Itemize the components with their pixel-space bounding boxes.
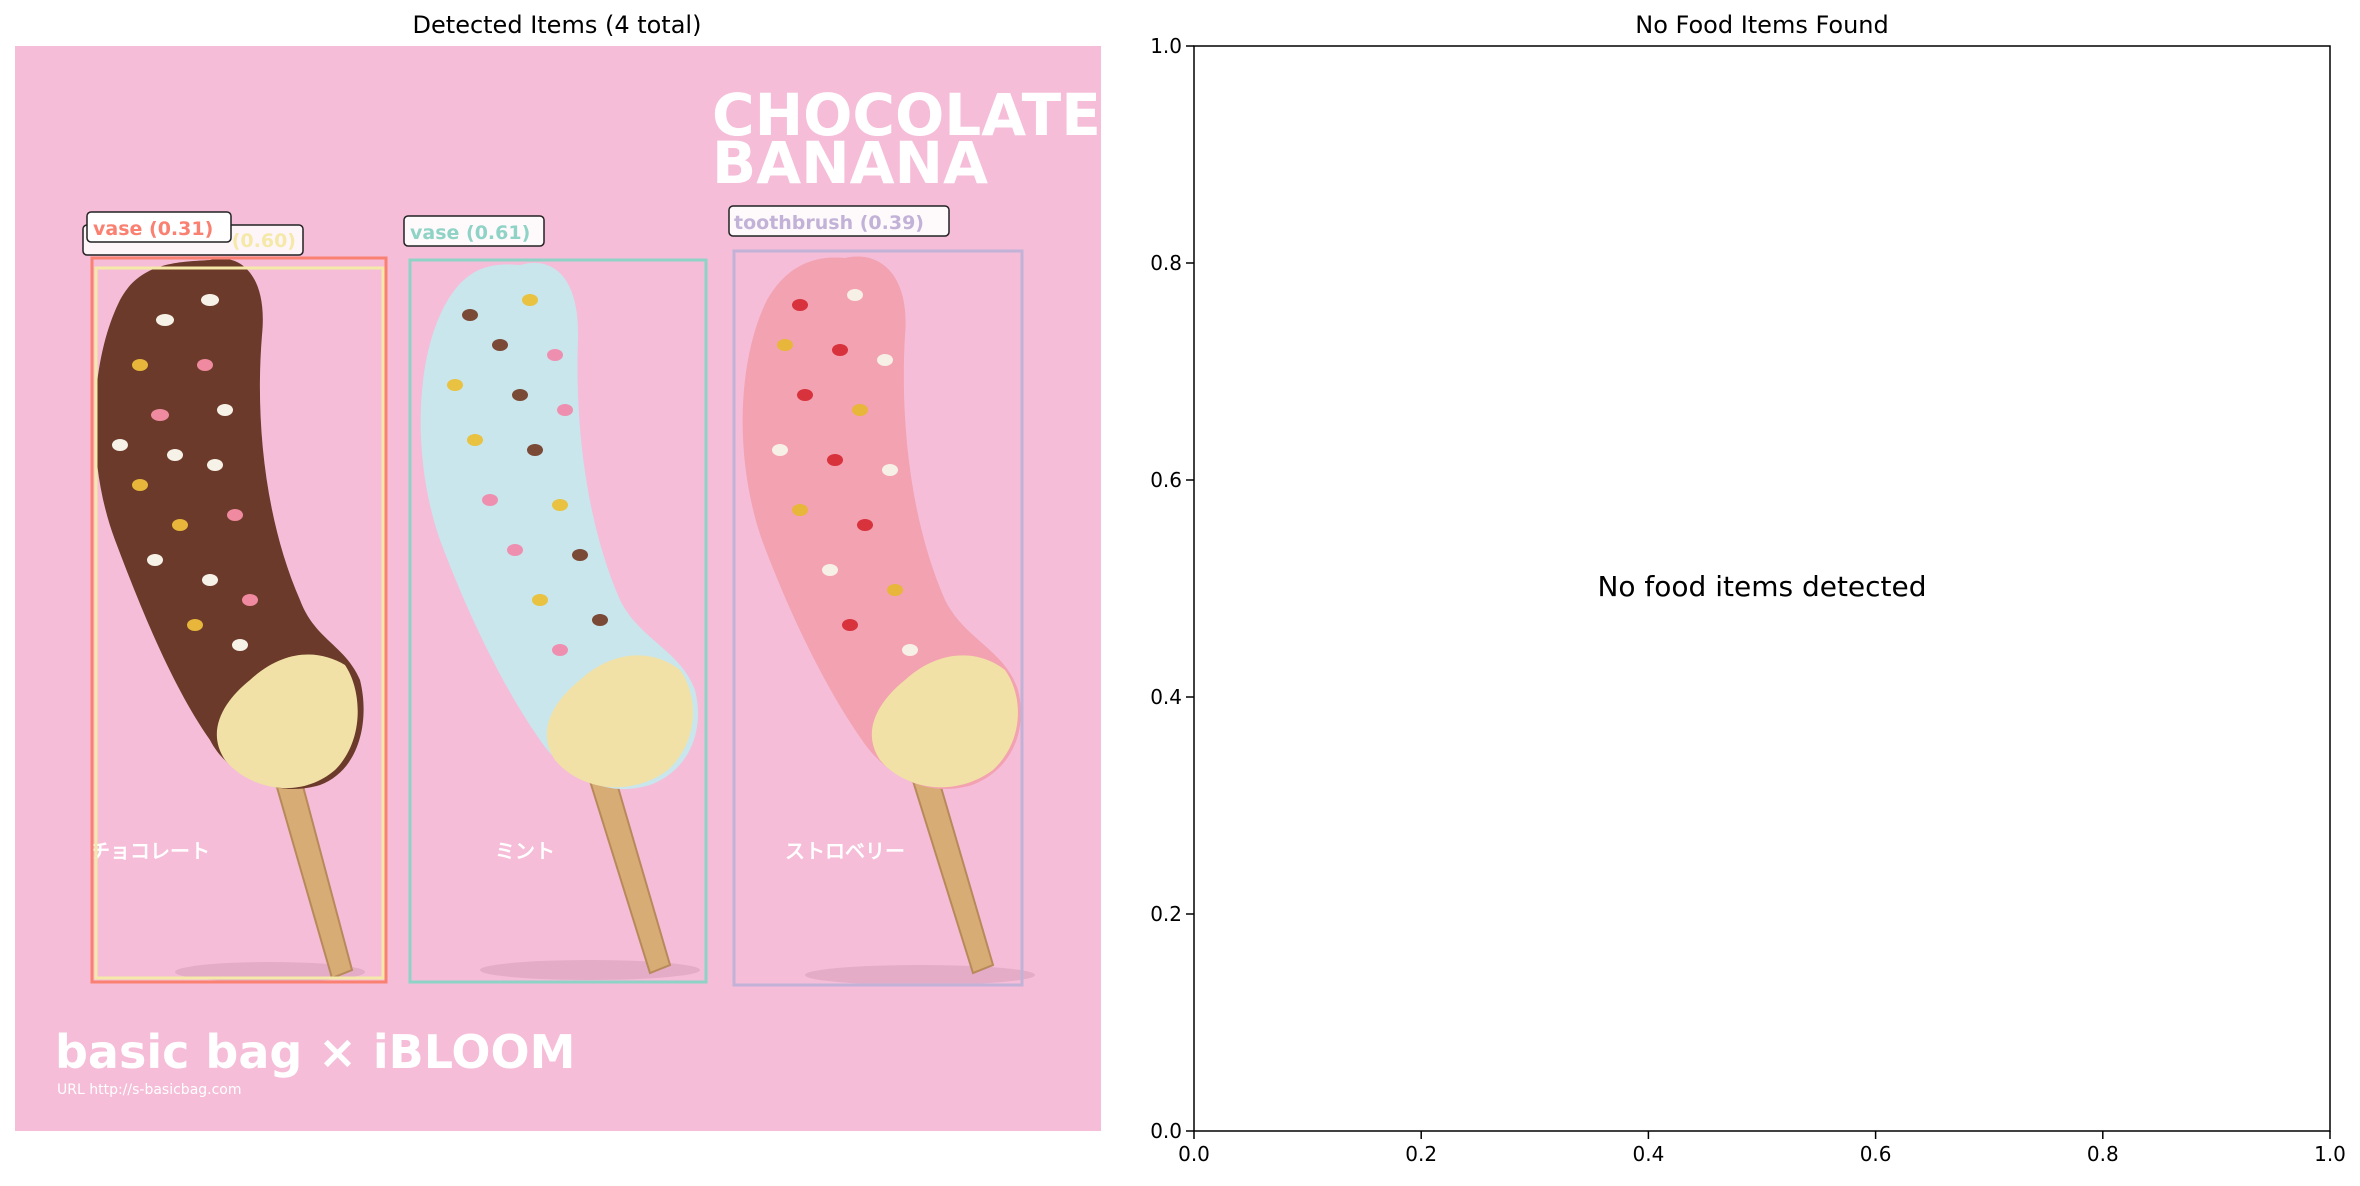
detection-label-text: (0.60): [232, 230, 296, 252]
detection-label-text: vase (0.31): [93, 218, 213, 240]
flavor-label-chocolate: チョコレート: [90, 839, 210, 863]
right-panel-title: No Food Items Found: [1635, 11, 1889, 39]
x-tick-label: 0.4: [1632, 1142, 1664, 1166]
popsicle-sprinkles: [112, 294, 258, 651]
y-tick-label: 0.6: [1150, 468, 1182, 492]
image-heading-line1: CHOCOLATE: [712, 81, 1101, 149]
detection-box-vase-3: [408, 258, 708, 984]
empty-message: No food items detected: [1597, 570, 1926, 603]
detection-label-3: vase (0.61): [403, 215, 545, 247]
x-tick-label: 0.8: [2087, 1142, 2119, 1166]
y-tick-label: 1.0: [1150, 34, 1182, 58]
popsicle-cone: [546, 655, 693, 788]
detection-label-box: [86, 211, 232, 243]
y-tick-label: 0.2: [1150, 902, 1182, 926]
popsicle-mint: [420, 262, 700, 980]
flavor-label-mint: ミント: [495, 839, 555, 863]
flavor-label-strawberry: ストロベリー: [785, 839, 905, 863]
y-tick-label: 0.8: [1150, 251, 1182, 275]
brand-url: URL http://s-basicbag.com: [57, 1082, 242, 1098]
x-tick-label: 0.2: [1405, 1142, 1437, 1166]
plot-axes-frame: [1193, 45, 2331, 1132]
popsicle-strawberry: [742, 256, 1035, 985]
popsicle-coating: [742, 256, 1021, 789]
left-panel-title: Detected Items (4 total): [413, 11, 702, 39]
detection-label-text: vase (0.61): [410, 222, 530, 244]
detection-box-toothbrush: [732, 249, 1024, 987]
x-tick-label: 0.0: [1178, 1142, 1210, 1166]
detection-label-text: toothbrush (0.39): [734, 212, 924, 234]
popsicle-sprinkles: [772, 289, 918, 656]
popsicle-shadow: [805, 965, 1035, 985]
popsicle-cone: [216, 654, 358, 789]
x-tick-label: 0.6: [1860, 1142, 1892, 1166]
left-panel: Detected Items (4 total) CHOCOLATE BANAN…: [15, 11, 1101, 1131]
brand-logo: basic bag × iBLOOM: [55, 1025, 575, 1079]
popsicle-sprinkles: [447, 294, 608, 656]
detection-label-box: [728, 205, 950, 237]
y-tick-label: 0.4: [1150, 685, 1182, 709]
detection-label-1: vase (0.31): [86, 211, 232, 243]
popsicle-cone: [871, 655, 1018, 788]
y-tick-label: 0.0: [1150, 1119, 1182, 1143]
x-tick-label: 1.0: [2314, 1142, 2346, 1166]
x-axis: 0.0 0.2 0.4 0.6 0.8 1.0: [1178, 1131, 2346, 1166]
detection-overlays: (0.60) vase (0.31) vase (0.61) toothbrus…: [82, 205, 1024, 987]
popsicle-shadow: [480, 960, 700, 980]
detection-box-vase-1: [90, 256, 388, 984]
y-axis: 0.0 0.2 0.4 0.6 0.8 1.0: [1150, 34, 1194, 1143]
detection-label-4: toothbrush (0.39): [728, 205, 950, 237]
detection-label-box: [403, 215, 545, 247]
detection-box-2: [94, 266, 385, 980]
image-heading-line2: BANANA: [712, 129, 988, 197]
right-panel: No Food Items Found 0.0 0.2 0.4 0.6 0.8 1.0 0…: [1150, 11, 2346, 1166]
